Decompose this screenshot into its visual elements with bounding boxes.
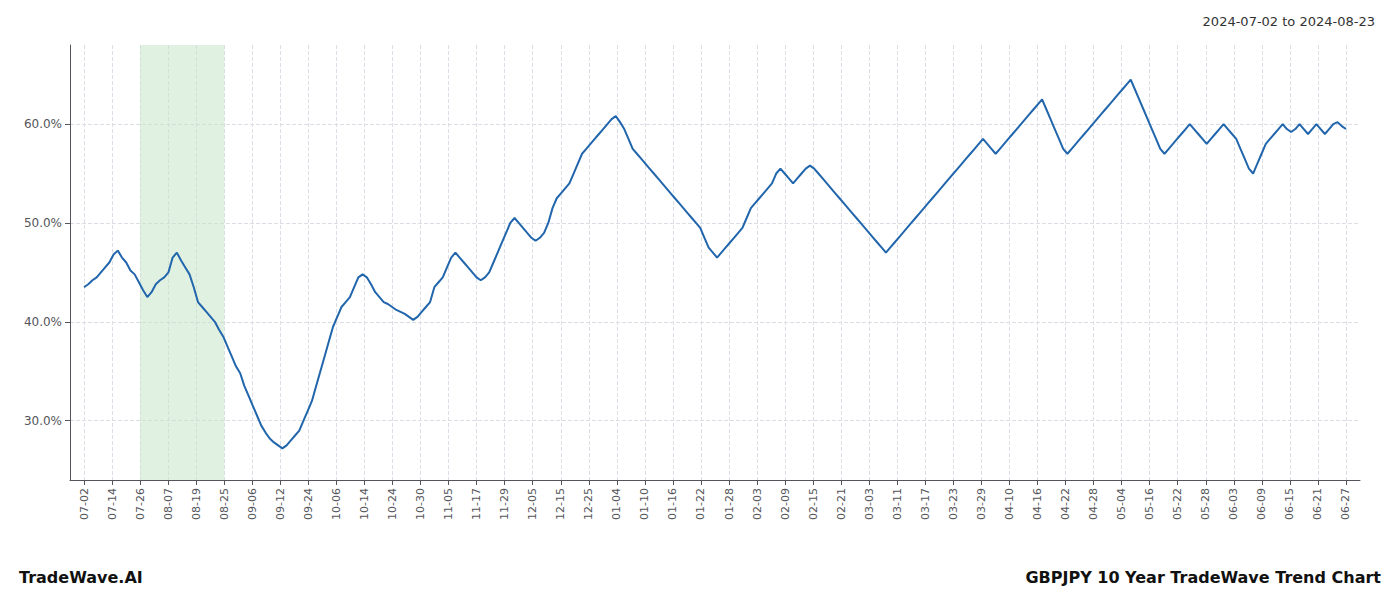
svg-text:06-09: 06-09	[1255, 488, 1268, 520]
svg-text:03-03: 03-03	[863, 488, 876, 520]
svg-text:12-15: 12-15	[554, 488, 567, 520]
svg-text:08-19: 08-19	[190, 488, 203, 520]
svg-text:60.0%: 60.0%	[24, 117, 62, 131]
svg-text:03-11: 03-11	[891, 488, 904, 520]
svg-text:01-16: 01-16	[666, 488, 679, 520]
svg-text:01-04: 01-04	[610, 488, 623, 520]
svg-text:10-06: 10-06	[330, 488, 343, 520]
svg-text:10-14: 10-14	[358, 488, 371, 520]
svg-text:01-22: 01-22	[694, 488, 707, 520]
svg-text:11-29: 11-29	[498, 488, 511, 520]
svg-text:02-21: 02-21	[835, 488, 848, 520]
svg-text:09-06: 09-06	[246, 488, 259, 520]
svg-text:11-05: 11-05	[442, 488, 455, 520]
svg-text:07-26: 07-26	[134, 488, 147, 520]
svg-text:TradeWave.AI: TradeWave.AI	[19, 568, 143, 587]
svg-text:05-04: 05-04	[1115, 488, 1128, 520]
svg-text:03-23: 03-23	[947, 488, 960, 520]
svg-text:07-02: 07-02	[78, 488, 91, 520]
svg-text:40.0%: 40.0%	[24, 315, 62, 329]
svg-text:06-03: 06-03	[1227, 488, 1240, 520]
svg-text:06-21: 06-21	[1311, 488, 1324, 520]
svg-text:04-16: 04-16	[1031, 488, 1044, 520]
svg-text:50.0%: 50.0%	[24, 216, 62, 230]
svg-text:06-27: 06-27	[1339, 488, 1352, 520]
svg-text:09-12: 09-12	[274, 488, 287, 520]
svg-text:08-25: 08-25	[218, 488, 231, 520]
svg-text:03-29: 03-29	[975, 488, 988, 520]
svg-text:10-30: 10-30	[414, 488, 427, 520]
svg-text:07-14: 07-14	[106, 488, 119, 520]
svg-text:GBPJPY 10 Year TradeWave Trend: GBPJPY 10 Year TradeWave Trend Chart	[1025, 568, 1381, 587]
svg-text:01-28: 01-28	[723, 488, 736, 520]
svg-text:04-22: 04-22	[1059, 488, 1072, 520]
svg-text:04-28: 04-28	[1087, 488, 1100, 520]
svg-text:30.0%: 30.0%	[24, 414, 62, 428]
svg-text:05-22: 05-22	[1171, 488, 1184, 520]
svg-text:03-17: 03-17	[919, 488, 932, 520]
svg-text:09-24: 09-24	[302, 488, 315, 520]
svg-text:02-09: 02-09	[779, 488, 792, 520]
svg-text:10-24: 10-24	[386, 488, 399, 520]
svg-text:01-10: 01-10	[638, 488, 651, 520]
svg-text:02-03: 02-03	[751, 488, 764, 520]
svg-text:12-25: 12-25	[582, 488, 595, 520]
svg-text:02-15: 02-15	[807, 488, 820, 520]
svg-text:05-28: 05-28	[1199, 488, 1212, 520]
svg-text:2024-07-02 to 2024-08-23: 2024-07-02 to 2024-08-23	[1203, 14, 1375, 29]
svg-text:06-15: 06-15	[1283, 488, 1296, 520]
svg-text:08-07: 08-07	[162, 488, 175, 520]
svg-text:05-16: 05-16	[1143, 488, 1156, 520]
svg-text:04-10: 04-10	[1003, 488, 1016, 520]
svg-text:12-05: 12-05	[526, 488, 539, 520]
svg-text:11-17: 11-17	[470, 488, 483, 520]
